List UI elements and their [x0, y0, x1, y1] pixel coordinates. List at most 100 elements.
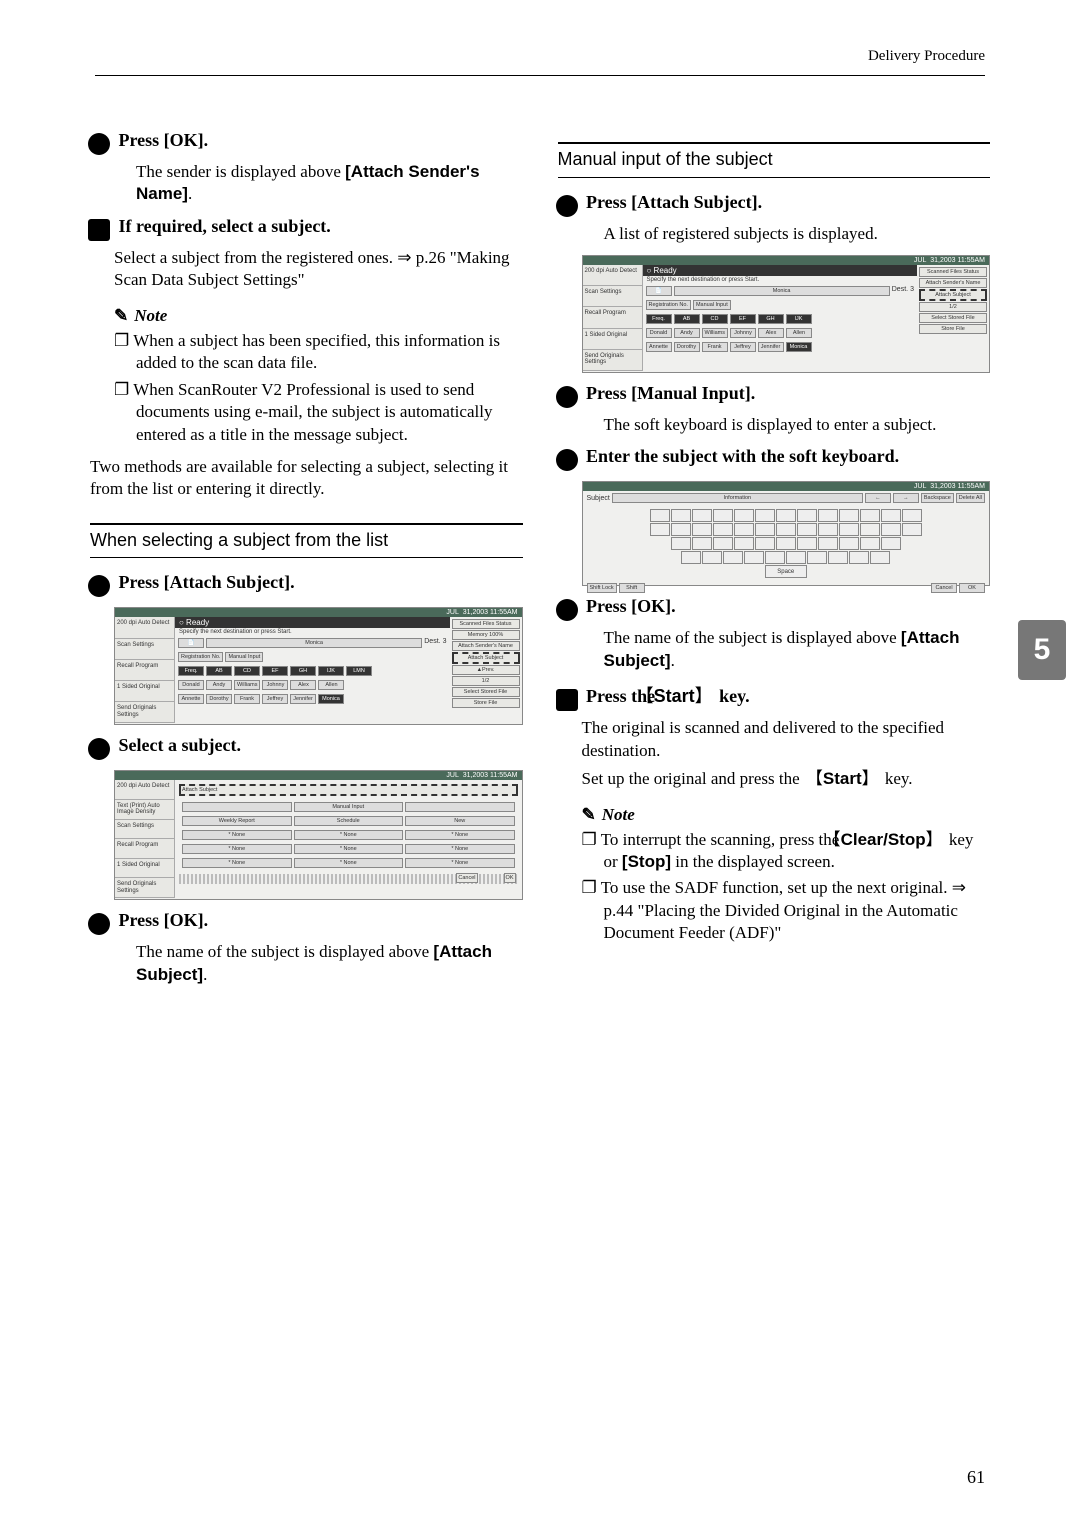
- shotB-c1: Schedule: [294, 816, 404, 826]
- mstep-4-title: Press [OK].: [586, 596, 676, 616]
- mstep-3-title: Enter the subject with the soft keyboard…: [586, 446, 899, 466]
- shotB-c0: Weekly Report: [182, 816, 292, 826]
- shot-side-0: 200 dpi Auto Detect: [115, 617, 174, 638]
- substep-1-marker: 1: [88, 575, 110, 597]
- substep-1-title: Press [Attach Subject].: [119, 572, 295, 592]
- step-9-title: If required, select a subject.: [119, 216, 331, 236]
- mstep-4-pre: The name of the subject is displayed abo…: [604, 628, 901, 647]
- shot-p0: Donald: [178, 680, 204, 690]
- shot-rb5: Store File: [452, 698, 520, 708]
- shot-dest-label: Dest.: [424, 638, 440, 648]
- shotB-n2: * None: [405, 830, 515, 840]
- mstep-4: 4 Press [OK].: [582, 596, 991, 621]
- shotD-ok: OK: [959, 583, 985, 593]
- shotB-n1: * None: [294, 830, 404, 840]
- shotC-t2: CD: [702, 314, 728, 324]
- header-rule: [95, 75, 985, 76]
- note2-bullet2: To use the SADF function, set up the nex…: [604, 877, 991, 944]
- shotB-n7: * None: [294, 858, 404, 868]
- shotC-t4: GH: [758, 314, 784, 324]
- screenshot-select-subject: JUL 31,2003 11:55AM 200 dpi Auto Detect …: [114, 770, 523, 900]
- step-10-key: Start: [660, 682, 715, 708]
- step-10-b2-key: Start: [804, 768, 881, 790]
- note2-b1-key: Clear/Stop: [844, 829, 945, 851]
- shot-p5: Allen: [318, 680, 344, 690]
- shot-instr: Specify the next destination or press St…: [175, 628, 450, 636]
- shot-side-4: 1 Sided Original: [115, 681, 174, 702]
- mstep-4-body: The name of the subject is displayed abo…: [604, 627, 991, 672]
- shot-side-3: Recall Program: [115, 660, 174, 681]
- step-10-b2-post: key.: [881, 769, 913, 788]
- substep-2-marker: 2: [88, 738, 110, 760]
- mstep-2-body: The soft keyboard is displayed to enter …: [604, 414, 991, 436]
- page-number: 61: [967, 1467, 985, 1488]
- shot-tab3: EF: [262, 666, 288, 676]
- subhead-select-from-list: When selecting a subject from the list: [90, 523, 523, 559]
- shotB-title: Attach Subject: [179, 784, 518, 796]
- shot-rb1: Memory 100%: [452, 630, 520, 640]
- shotC-rb4: Select Stored File: [919, 313, 987, 323]
- shotC-instr: Specify the next destination or press St…: [643, 276, 918, 284]
- shotD-cancel: Cancel: [931, 583, 957, 593]
- shotC-t0: Freq.: [646, 314, 672, 324]
- shot-p4: Alex: [290, 680, 316, 690]
- mstep-4-marker: 4: [556, 599, 578, 621]
- shotC-t3: EF: [730, 314, 756, 324]
- two-methods-text: Two methods are available for selecting …: [90, 456, 523, 501]
- shotC-man: Manual Input: [693, 300, 731, 310]
- step-8-body-text: The sender is displayed above: [136, 162, 345, 181]
- note2-b1-pre: To interrupt the scanning, press the: [601, 830, 844, 849]
- substep-1: 1 Press [Attach Subject].: [114, 572, 523, 597]
- shot-rb2: Attach Sender's Name: [452, 641, 520, 651]
- shotC-p0: Donald: [646, 328, 672, 338]
- step-8-body: The sender is displayed above [Attach Se…: [136, 161, 523, 206]
- substep-3: 3 Press [OK].: [114, 910, 523, 935]
- shotB-n3: * None: [182, 844, 292, 854]
- screenshot-attach-subject-list-c: JUL 31,2003 11:55AM 200 dpi Auto Detect …: [582, 255, 991, 373]
- note1-bullet2: When ScanRouter V2 Professional is used …: [136, 379, 523, 446]
- shotC-p4: Alex: [758, 328, 784, 338]
- shotC-rb0: Scanned Files Status: [919, 267, 987, 277]
- shotC-p9: Jeffrey: [730, 342, 756, 352]
- mstep-3: 3 Enter the subject with the soft keyboa…: [582, 446, 991, 471]
- shot-pager: 1/2: [452, 676, 520, 686]
- shot-tab5: IJK: [318, 666, 344, 676]
- page-header-section: Delivery Procedure: [868, 48, 985, 65]
- shotB-side3: Recall Program: [115, 839, 174, 858]
- mstep-1-body: A list of registered subjects is display…: [604, 223, 991, 245]
- shot-p11: Monica: [318, 694, 344, 704]
- shotD-shiftlock: Shift Lock: [587, 583, 617, 593]
- note-heading-2: Note: [582, 805, 991, 825]
- note-heading-1: Note: [114, 306, 523, 326]
- shotC-s3: Recall Program: [583, 307, 642, 328]
- substep-3-period: .: [203, 965, 207, 984]
- shotC-rb3: Attach Subject: [919, 289, 987, 301]
- note2-b1-post: in the displayed screen.: [671, 852, 835, 871]
- shot-tab2: CD: [234, 666, 260, 676]
- step-9-body: Select a subject from the registered one…: [114, 247, 523, 292]
- shotC-destL: Dest.: [892, 286, 908, 296]
- screenshot-attach-subject-list-a: JUL 31,2003 11:55AM 200 dpi Auto Detect …: [114, 607, 523, 725]
- shot-rb4: Select Stored File: [452, 687, 520, 697]
- shot-tab0: Freq.: [178, 666, 204, 676]
- shot-tab4: GH: [290, 666, 316, 676]
- shotB-n8: * None: [405, 858, 515, 868]
- substep-3-body: The name of the subject is displayed abo…: [136, 941, 523, 986]
- shot-dest-num: 3: [443, 638, 447, 648]
- shot-p9: Jeffrey: [262, 694, 288, 704]
- step-8: 8 Press [OK].: [114, 130, 523, 155]
- step-10-b2-pre: Set up the original and press the: [582, 769, 804, 788]
- shotC-pager: 1/2: [919, 302, 987, 312]
- shotC-p10: Jennifer: [758, 342, 784, 352]
- shotD-del: Delete All: [956, 493, 985, 503]
- shotB-side2: Scan Settings: [115, 820, 174, 839]
- shotC-monica: Monica: [674, 286, 890, 296]
- mstep-1-marker: 1: [556, 195, 578, 217]
- shotC-p11: Monica: [786, 342, 812, 352]
- shotB-side0: 200 dpi Auto Detect: [115, 780, 174, 799]
- mstep-3-marker: 3: [556, 449, 578, 471]
- shotC-s0: 200 dpi Auto Detect: [583, 265, 642, 286]
- shotD-title: Subject: [587, 495, 610, 502]
- shot-ready: ○ Ready: [175, 617, 450, 628]
- shot-regno: Registration No.: [178, 652, 223, 662]
